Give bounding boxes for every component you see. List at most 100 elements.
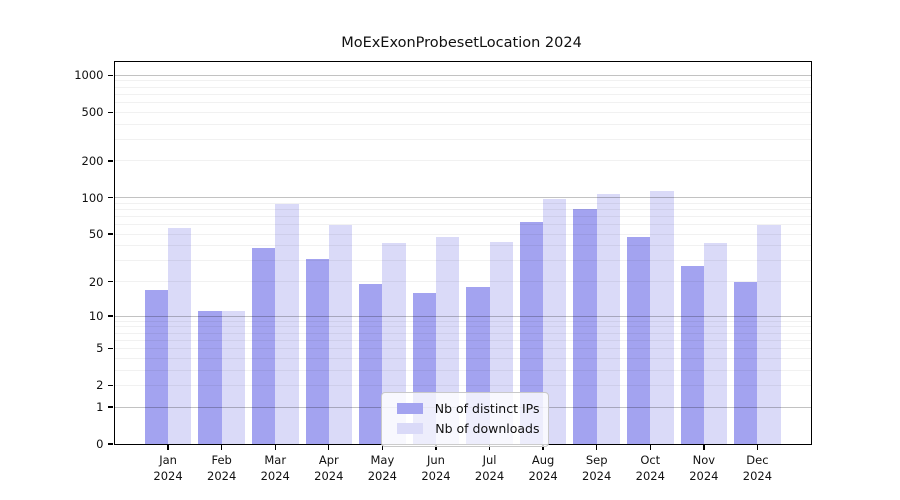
x-tick-year: 2024 [474,468,505,483]
bar [221,311,245,444]
x-tick [220,444,223,450]
x-tick-year: 2024 [367,468,398,483]
y-tick [107,74,113,76]
y-tick [107,196,113,199]
x-tick [167,444,169,450]
y-tick-label: 500 [81,105,104,120]
y-tick-label: 200 [81,153,104,168]
x-tick-year: 2024 [689,468,719,483]
x-tick-month: Jul [482,453,497,467]
axis-ticks-layer: Jan 2024 Feb 2024 Mar 2024 Apr 2024 May 2024 Jun 20… [74,62,812,482]
legend-swatch [397,423,424,434]
x-tick [542,444,544,450]
y-tick-label: 100 [81,190,104,205]
x-tick [649,444,651,450]
y-tick-label: 50 [88,227,104,242]
bar [144,289,169,444]
x-tick-month: Apr [318,453,339,467]
bar [596,193,620,444]
x-tick-year: 2024 [260,468,290,483]
chart-title: MoExExonProbesetLocation 2024 [341,35,582,51]
y-tick-label: 1000 [74,68,104,83]
x-tick-year: 2024 [314,468,344,483]
bar [680,266,704,444]
x-tick-year: 2024 [635,468,665,483]
y-tick-label: 2 [96,378,104,393]
bar [168,228,192,444]
bar [626,237,651,444]
bar [703,243,728,444]
x-tick-year: 2024 [528,468,558,483]
y-tick [107,384,113,387]
x-tick-month: Sep [585,453,608,467]
x-tick-year: 2024 [153,468,183,483]
bar [757,224,781,444]
y-tick-label: 10 [88,309,104,324]
bar [573,208,597,444]
y-tick [107,111,113,113]
y-tick-label: 5 [96,341,104,356]
y-tick-label: 20 [88,274,104,289]
bar [275,203,299,444]
y-tick [107,233,113,235]
x-tick [435,444,437,450]
bar [359,284,383,444]
bar [734,281,758,444]
legend-item: Nb of distinct IPs [390,399,540,419]
x-tick-month: Jun [426,453,445,467]
x-tick-label: Jun 2024 [404,453,468,484]
y-tick-label: 1 [96,400,104,414]
legend: Nb of distinct IPs Nb of downloads [380,391,549,447]
x-tick-label: Oct 2024 [618,453,682,484]
legend-swatch [396,403,423,414]
x-tick-label: Nov 2024 [672,453,736,484]
x-tick [274,444,276,450]
legend-label: Nb of downloads [435,421,540,436]
x-tick-year: 2024 [742,468,773,483]
y-tick [107,315,113,317]
legend-item: Nb of downloads [390,419,540,439]
x-tick-label: Mar 2024 [243,453,307,484]
x-tick [488,444,491,450]
x-tick-month: Oct [640,453,661,467]
y-tick [107,443,113,445]
bar [543,199,567,444]
x-tick-year: 2024 [582,468,612,483]
x-tick-label: May 2024 [350,453,414,484]
y-tick [107,280,113,283]
y-tick-label: 0 [96,437,104,451]
bar [198,311,222,444]
x-tick-label: Apr 2024 [297,453,361,484]
x-tick-month: Mar [264,453,287,467]
y-tick [107,160,113,162]
x-tick-label: Jan 2024 [136,453,200,484]
x-tick-month: Dec [746,453,769,467]
x-tick [595,444,598,450]
y-tick [107,347,113,350]
x-tick-label: Sep 2024 [565,453,629,484]
x-tick [703,444,705,450]
x-tick-label: Jul 2024 [458,453,522,484]
legend-label: Nb of distinct IPs [434,401,540,416]
x-tick [756,444,759,450]
x-tick [328,444,330,450]
x-tick-label: Aug 2024 [511,453,575,484]
x-tick-month: May [370,453,395,467]
x-tick-month: Jan [159,453,177,467]
bar [328,224,353,444]
bar [305,259,329,444]
bar [519,222,544,444]
x-tick-label: Feb 2024 [190,453,254,484]
x-tick-month: Feb [211,453,232,467]
x-tick [381,444,384,450]
plot-area: Jan 2024 Feb 2024 Mar 2024 Apr 2024 May 2024 Jun 20… [74,60,812,483]
bar [650,191,674,444]
x-tick-year: 2024 [207,468,237,483]
x-tick-month: Aug [531,453,555,467]
x-tick-month: Nov [692,453,716,467]
bar [251,248,276,444]
x-tick-year: 2024 [421,468,451,483]
y-tick [107,406,113,408]
x-tick-label: Dec 2024 [725,453,789,484]
